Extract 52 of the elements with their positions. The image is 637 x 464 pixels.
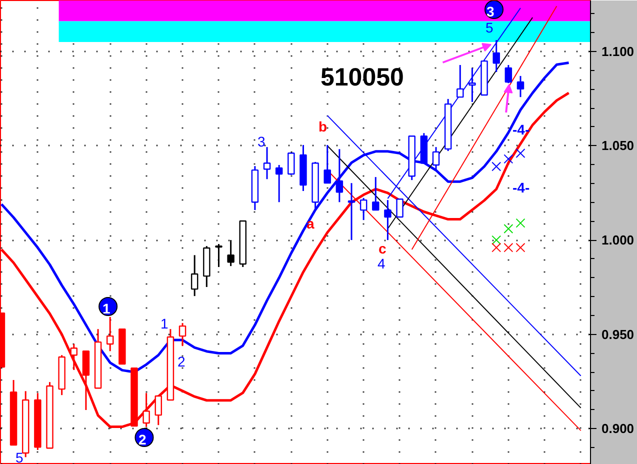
y-tick-label: 0.900 [602, 421, 634, 436]
y-tick-label: 1.100 [602, 44, 634, 59]
point [492, 235, 502, 245]
candlestick [504, 64, 512, 84]
annotation: 1 [160, 316, 168, 332]
candlestick [190, 254, 198, 297]
annotation: 3 [258, 134, 266, 150]
candlestick [492, 39, 500, 73]
y-tick-label: 1.050 [602, 138, 634, 154]
candlestick [516, 75, 524, 98]
candlestick [82, 350, 90, 411]
candlestick [360, 197, 368, 221]
candlestick [396, 198, 404, 218]
candlestick [468, 67, 476, 103]
y-tick-label: 1.000 [602, 232, 634, 248]
point [504, 154, 514, 164]
candlestick [215, 243, 222, 268]
candlestick [348, 182, 356, 241]
candlestick [288, 152, 295, 176]
annotation: b [318, 118, 328, 134]
candlestick [154, 394, 162, 426]
annotation: -4- [512, 122, 530, 138]
annotation: 4 [378, 256, 386, 272]
annotation: -4- [512, 180, 530, 196]
annotation: 2 [138, 432, 146, 448]
candlestick [456, 64, 464, 98]
candlestick [178, 322, 186, 347]
point [492, 162, 502, 172]
annotation: 1 [102, 300, 110, 316]
point [516, 218, 526, 228]
candlestick [336, 148, 344, 203]
annotation: 2 [178, 354, 186, 370]
annotation: 3 [486, 4, 494, 20]
annotation: c [378, 240, 386, 256]
candlestick [227, 239, 234, 267]
candlestick [275, 164, 283, 203]
candlestick [263, 146, 271, 180]
candlestick [432, 146, 440, 171]
point [504, 224, 514, 234]
text: 510050 [320, 64, 404, 92]
candlestick [372, 176, 380, 211]
candlestick [324, 144, 331, 184]
candlestick [106, 316, 114, 352]
y-tick-label: 0.950 [602, 326, 634, 342]
annotation: a [306, 216, 314, 232]
annotation: 5 [486, 20, 494, 36]
point [504, 242, 514, 252]
point [516, 148, 526, 158]
point [492, 242, 502, 252]
point [516, 242, 526, 252]
candlestick [70, 343, 78, 371]
annotation: 5 [16, 450, 24, 464]
